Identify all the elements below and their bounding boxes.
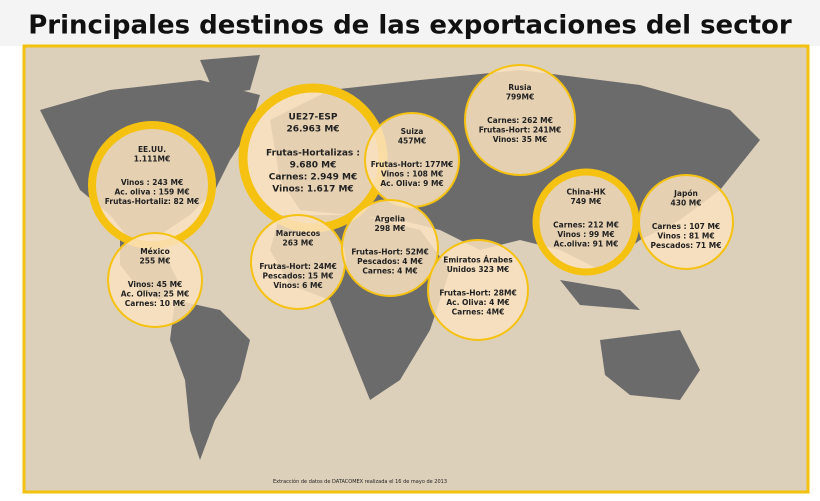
title: Principales destinos de las exportacione… bbox=[28, 11, 792, 41]
bubble-line: Vinos: 35 M€ bbox=[493, 135, 548, 144]
bubble-name: Argelia bbox=[375, 215, 405, 224]
bubble-name: México bbox=[140, 247, 170, 256]
bubble-line: Frutas-Hort: 241M€ bbox=[479, 125, 562, 134]
bubble bbox=[107, 232, 203, 328]
bubble-line: Frutas-Hortalizas : bbox=[266, 149, 360, 159]
greenland bbox=[200, 55, 260, 95]
bubble-total: 749 M€ bbox=[571, 197, 602, 206]
bubble-name: UE27-ESP bbox=[289, 113, 338, 123]
bubble-line: Frutas-Hortaliz: 82 M€ bbox=[105, 197, 200, 206]
bubble-line: Frutas-Hort: 177M€ bbox=[371, 160, 454, 169]
bubble-name: Rusia bbox=[508, 83, 531, 92]
bubble-total: 298 M€ bbox=[375, 224, 406, 233]
bubble-line: Carnes: 212 M€ bbox=[553, 221, 619, 230]
bubble-line: Vinos : 108 M€ bbox=[381, 170, 443, 179]
bubble bbox=[427, 239, 529, 341]
bubble-line: Vinos: 45 M€ bbox=[128, 280, 183, 289]
bubble-line: Ac.oliva: 91 M€ bbox=[554, 240, 619, 249]
bubble-line: Ac. Oliva: 4 M€ bbox=[446, 298, 509, 307]
bubble-line: Ac. Oliva: 25 M€ bbox=[121, 290, 190, 299]
indonesia bbox=[560, 280, 640, 310]
bubble-line: Carnes: 4 M€ bbox=[362, 267, 417, 276]
bubble-total: 255 M€ bbox=[140, 257, 171, 266]
bubble-line: Vinos : 81 M€ bbox=[657, 232, 714, 241]
bubble-name: EE.UU. bbox=[138, 145, 166, 154]
bubble-total: 799M€ bbox=[506, 92, 534, 101]
australia bbox=[600, 330, 700, 400]
bubble-line: Frutas-Hort: 28M€ bbox=[439, 289, 516, 298]
bubble-total: 26.963 M€ bbox=[286, 125, 339, 135]
header-bg bbox=[0, 0, 820, 46]
bubble-line: Carnes: 4M€ bbox=[452, 308, 505, 317]
bubble bbox=[638, 174, 734, 270]
bubble-name: China-HK bbox=[566, 188, 606, 197]
bubble bbox=[464, 64, 576, 176]
bubble-line: Carnes: 2.949 M€ bbox=[269, 173, 358, 183]
bubble-name: Japón bbox=[673, 189, 698, 198]
bubble-line: Frutas-Hort: 24M€ bbox=[259, 262, 336, 271]
bubble-line: Carnes: 10 M€ bbox=[125, 299, 186, 308]
bubble-line: Ac. oliva : 159 M€ bbox=[114, 188, 189, 197]
bubble-line: Pescados: 15 M€ bbox=[263, 272, 334, 281]
bubble-total: 263 M€ bbox=[283, 239, 314, 248]
bubble-line: 9.680 M€ bbox=[290, 161, 337, 171]
south-america bbox=[170, 300, 250, 460]
bubble bbox=[341, 199, 439, 297]
bubble bbox=[532, 168, 640, 276]
bubble-total: 1.111M€ bbox=[134, 155, 170, 164]
bubble-line: Pescados: 4 M€ bbox=[357, 257, 423, 266]
bubble-line: Vinos : 243 M€ bbox=[121, 178, 183, 187]
bubble-line: Pescados: 71 M€ bbox=[651, 241, 722, 250]
bubble-total: 457M€ bbox=[398, 137, 426, 146]
bubble-line: Frutas-Hort: 52M€ bbox=[351, 248, 428, 257]
bubble-line: Vinos: 6 M€ bbox=[273, 281, 322, 290]
bubble-name: Suiza bbox=[401, 127, 424, 136]
bubble-total: Unidos 323 M€ bbox=[447, 265, 510, 274]
bubble-line: Carnes: 262 M€ bbox=[487, 116, 553, 125]
footer-note: Extracción de datos de DATACOMEX realiza… bbox=[273, 478, 447, 485]
bubble-line: Vinos : 99 M€ bbox=[557, 230, 614, 239]
bubbles: EE.UU.1.111M€ Vinos : 243 M€Ac. oliva : 1… bbox=[88, 64, 734, 341]
bubble-line: Ac. Oliva: 9 M€ bbox=[380, 179, 443, 188]
bubble-total: 430 M€ bbox=[671, 199, 702, 208]
bubble-name: Emiratos Árabes bbox=[443, 256, 513, 265]
bubble-line: Carnes : 107 M€ bbox=[652, 222, 720, 231]
bubble-line: Vinos: 1.617 M€ bbox=[272, 185, 353, 195]
bubble-name: Marruecos bbox=[276, 229, 321, 238]
